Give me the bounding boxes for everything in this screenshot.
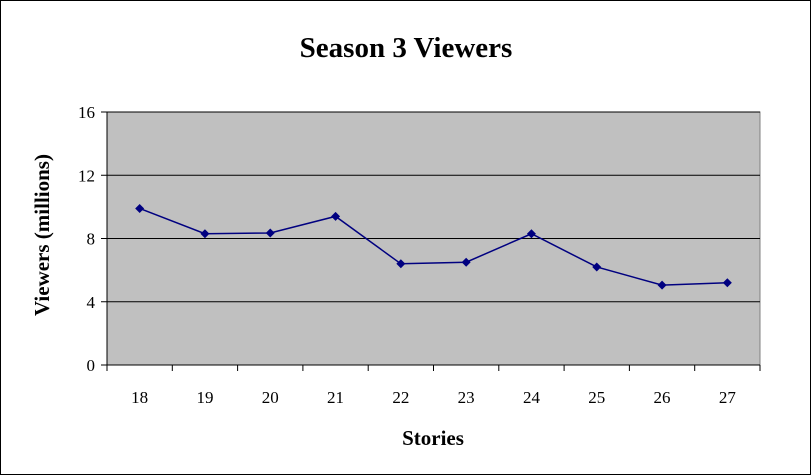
x-tick-label: 19 [196,388,213,407]
y-tick-label: 4 [87,293,96,312]
series-line [139,207,728,286]
y-axis-label: Viewers (millions) [30,154,54,316]
x-tick-label: 22 [392,388,409,407]
x-tick-label: 18 [131,388,148,407]
series-layer [135,203,732,290]
x-tick-label: 20 [262,388,279,407]
data-point-marker [135,203,145,213]
x-tick-label: 24 [523,388,541,407]
data-point-marker [396,259,406,269]
chart-title: Season 3 Viewers [300,32,513,64]
x-tick-label: 21 [327,388,344,407]
data-point-marker [722,278,732,288]
y-axis-ticks: 0 4 8 12 16 [78,103,107,375]
y-tick-label: 16 [78,103,95,122]
data-point-marker [657,280,667,290]
x-axis-label: Stories [402,426,464,450]
y-tick-label: 0 [87,356,96,375]
x-axis-ticks: 18 19 20 21 22 23 24 25 26 27 [106,365,761,407]
y-tick-label: 8 [87,230,96,249]
y-tick-label: 12 [78,166,95,185]
x-tick-label: 23 [458,388,475,407]
x-tick-label: 25 [588,388,605,407]
data-point-marker [592,262,602,272]
x-tick-label: 27 [719,388,737,407]
data-point-marker [265,228,275,238]
data-point-marker [461,257,471,267]
x-tick-label: 26 [654,388,671,407]
data-point-marker [200,229,210,239]
gridlines [107,111,760,303]
data-point-marker [331,211,341,221]
data-point-marker [526,229,536,239]
